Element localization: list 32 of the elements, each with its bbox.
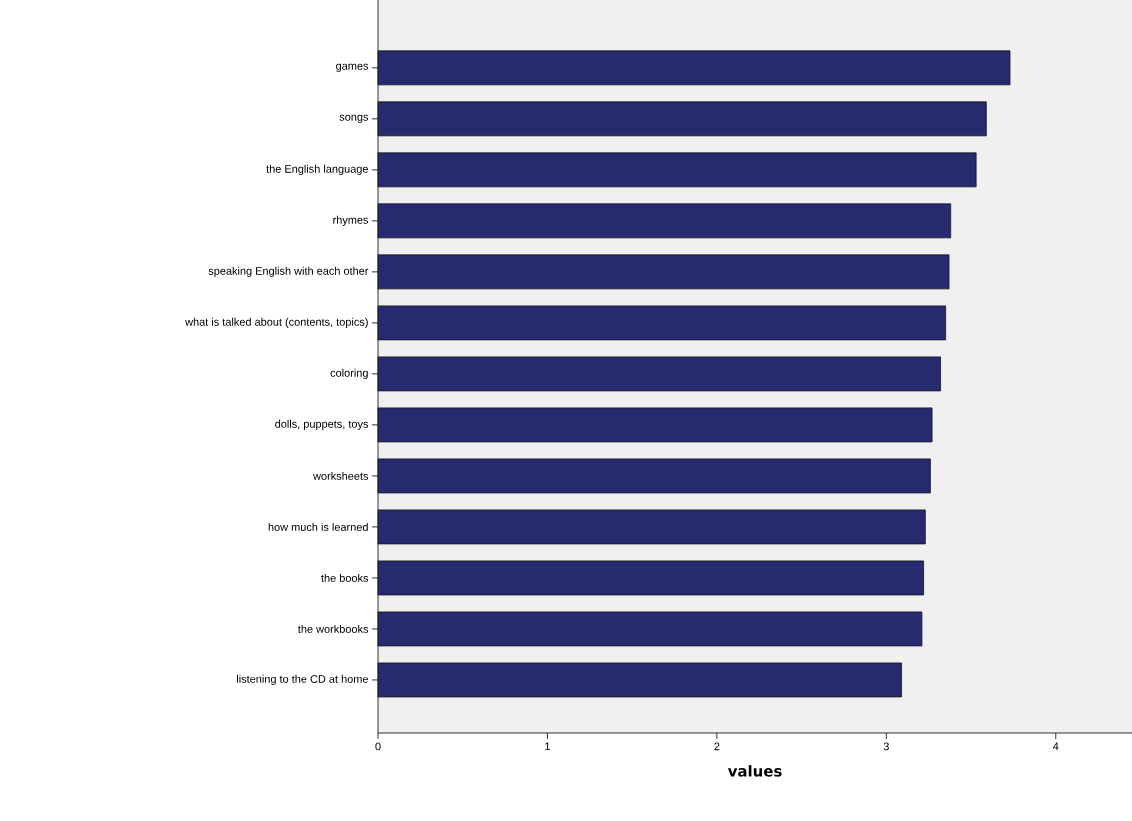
bar [377,662,902,698]
bar [377,50,1011,86]
y-tick-label: what is talked about (contents, topics) [185,317,368,328]
y-tick-label: rhymes [333,215,369,226]
y-tick-label: coloring [330,368,368,379]
x-axis-title: values [727,765,782,777]
x-tick-label: 0 [375,742,381,751]
bar [377,509,926,545]
y-tick-label: the workbooks [298,624,369,633]
bar [377,305,947,341]
x-tick-label: 4 [1052,742,1059,751]
bar [377,254,950,290]
x-tick-label: 3 [883,742,889,751]
bar [377,458,931,494]
y-tick-label: dolls, puppets, toys [275,419,369,430]
y-tick-label: games [336,63,369,72]
y-tick-label: how much is learned [268,522,368,531]
y-tick-label: listening to the CD at home [237,674,368,686]
y-tick-label: worksheets [313,471,369,480]
bar [377,356,941,392]
bar [377,101,987,137]
x-tick-label: 2 [714,742,720,751]
y-tick-label: the English language [266,164,368,175]
y-tick-label: speaking English with each other [208,266,369,277]
y-tick-label: the books [321,573,369,582]
bar [377,611,923,647]
y-tick-label: songs [339,114,369,123]
bar [377,560,924,596]
bar [377,152,977,188]
bar [377,203,952,239]
bar [377,407,933,443]
x-tick-label: 1 [545,742,550,751]
